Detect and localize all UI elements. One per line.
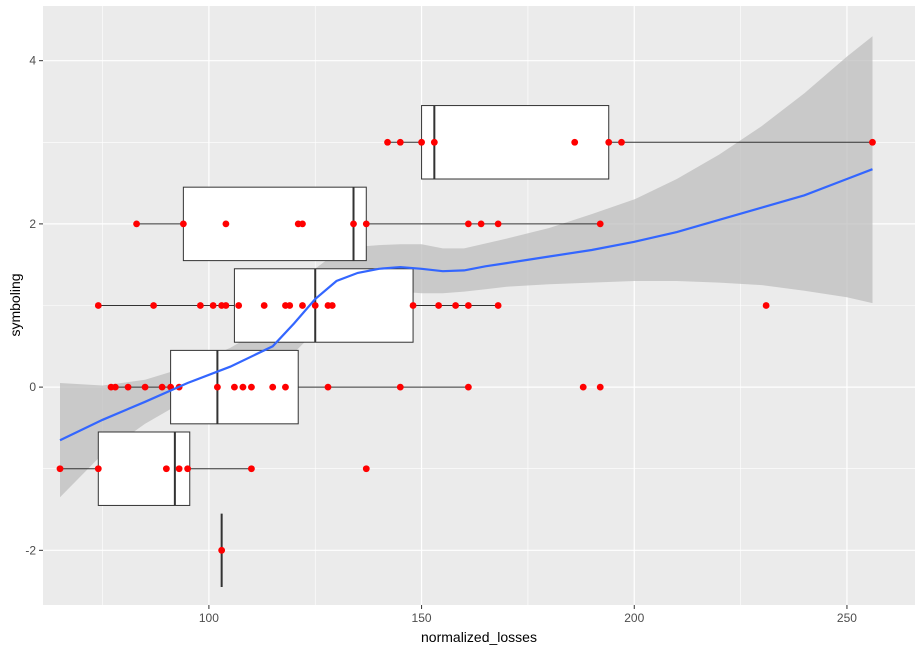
data-point	[311, 302, 319, 309]
data-point	[494, 302, 502, 309]
data-point	[248, 383, 255, 391]
y-axis-title: symboling	[7, 273, 23, 336]
data-point	[362, 220, 370, 228]
data-point	[435, 302, 442, 309]
y-tick-label: 2	[29, 217, 36, 231]
smooth-line-layer	[59, 168, 873, 442]
data-point	[179, 220, 187, 228]
x-tick-label: 150	[412, 611, 432, 625]
data-point	[235, 302, 243, 309]
data-point	[396, 383, 404, 391]
data-point	[618, 138, 625, 146]
box	[421, 105, 610, 180]
data-point	[418, 138, 425, 146]
data-point	[111, 383, 119, 391]
data-point	[94, 302, 102, 309]
x-tick-label: 100	[199, 611, 219, 625]
data-point	[214, 383, 221, 391]
data-points	[56, 138, 876, 554]
data-point	[222, 220, 230, 228]
data-point	[494, 220, 502, 228]
data-point	[141, 383, 149, 391]
data-point	[299, 220, 306, 228]
data-point	[605, 138, 613, 146]
x-tick-label: 200	[624, 611, 644, 625]
box	[182, 186, 367, 262]
data-point	[409, 302, 417, 309]
data-point	[328, 302, 336, 309]
data-point	[384, 138, 391, 146]
data-point	[464, 302, 472, 309]
data-point	[430, 138, 438, 146]
x-axis: 100 150 200 250	[199, 605, 857, 625]
data-point	[596, 220, 604, 228]
data-point	[269, 383, 277, 391]
smooth-line	[59, 168, 873, 442]
data-point	[579, 383, 587, 391]
data-point	[209, 302, 217, 309]
data-point	[477, 220, 485, 228]
data-point	[56, 465, 64, 473]
data-point	[175, 465, 183, 473]
data-point	[282, 383, 289, 391]
y-tick-label: 0	[29, 380, 36, 394]
data-point	[260, 302, 268, 309]
data-point	[196, 302, 204, 309]
data-point	[124, 383, 132, 391]
boxplot	[387, 105, 873, 180]
y-tick-label: 4	[29, 54, 36, 68]
data-point	[362, 465, 370, 473]
data-point	[231, 383, 238, 391]
data-point	[286, 302, 294, 309]
y-axis: -2 0 2 4	[25, 54, 43, 557]
data-point	[162, 465, 170, 473]
data-point	[350, 220, 357, 228]
data-point	[596, 383, 604, 391]
data-point	[324, 383, 332, 391]
data-point	[239, 383, 247, 391]
data-point	[94, 465, 102, 473]
data-point	[464, 383, 472, 391]
data-point	[299, 302, 306, 309]
data-point	[464, 220, 472, 228]
confidence-band	[60, 36, 873, 498]
data-point	[396, 138, 404, 146]
data-point	[452, 302, 460, 309]
x-axis-title: normalized_losses	[421, 629, 537, 645]
data-point	[218, 546, 226, 554]
data-point	[869, 138, 876, 146]
x-tick-label: 250	[837, 611, 857, 625]
data-point	[184, 465, 192, 473]
data-point	[222, 302, 230, 309]
data-point	[150, 302, 157, 309]
y-tick-label: -2	[25, 543, 36, 557]
data-point	[133, 220, 140, 228]
data-point	[248, 465, 255, 473]
data-point	[762, 302, 770, 309]
confidence-ribbon	[60, 36, 873, 498]
data-point	[158, 383, 166, 391]
data-point	[571, 138, 579, 146]
